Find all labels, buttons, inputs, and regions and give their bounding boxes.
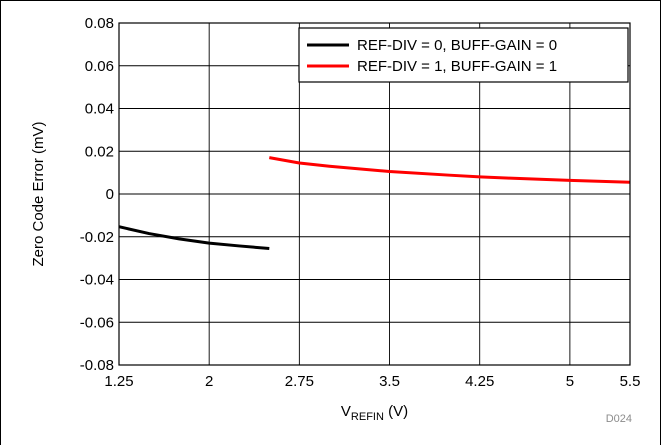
plot-border bbox=[118, 22, 631, 366]
y-tick-label: 0 bbox=[106, 186, 114, 203]
x-axis-label: VREFIN (V) bbox=[341, 403, 408, 423]
legend-label-series-1: REF-DIV = 1, BUFF-GAIN = 1 bbox=[357, 58, 557, 75]
x-tick-label: 3.5 bbox=[379, 373, 400, 390]
series-layer bbox=[118, 156, 631, 251]
figure-code-label: D024 bbox=[606, 413, 632, 425]
y-tick-label: -0.04 bbox=[80, 272, 114, 289]
legend-label-series-0: REF-DIV = 0, BUFF-GAIN = 0 bbox=[357, 37, 557, 54]
y-tick-label: 0.08 bbox=[85, 15, 114, 32]
x-axis-label-unit: (V) bbox=[384, 403, 408, 420]
y-tick-label: 0.04 bbox=[85, 101, 114, 118]
y-tick-label: -0.08 bbox=[80, 357, 114, 374]
y-tick-labels: 0.08 0.06 0.04 0.02 0 -0.02 -0.04 -0.06 -0.08 bbox=[80, 15, 114, 374]
x-tick-label: 1.25 bbox=[104, 373, 133, 390]
legend-box bbox=[298, 27, 629, 83]
x-tick-label: 5.5 bbox=[620, 373, 641, 390]
x-tick-labels: 1.25 2 2.75 3.5 4.25 5 5.5 bbox=[104, 373, 640, 390]
legend: REF-DIV = 0, BUFF-GAIN = 0 REF-DIV = 1, … bbox=[298, 27, 629, 83]
y-tick-label: 0.06 bbox=[85, 58, 114, 75]
y-tick-label: 0.02 bbox=[85, 143, 114, 160]
x-tick-label: 2.75 bbox=[285, 373, 314, 390]
x-tick-label: 5 bbox=[566, 373, 574, 390]
x-tick-label: 2 bbox=[205, 373, 213, 390]
x-axis-label-subscript: REFIN bbox=[351, 411, 384, 423]
y-tick-label: -0.02 bbox=[80, 229, 114, 246]
x-tick-label: 4.25 bbox=[465, 373, 494, 390]
x-axis-label-main: V bbox=[341, 403, 351, 420]
series-line-0 bbox=[118, 225, 270, 251]
y-axis-label: Zero Code Error (mV) bbox=[30, 121, 47, 266]
series-line-1 bbox=[269, 156, 631, 184]
y-tick-label: -0.06 bbox=[80, 314, 114, 331]
